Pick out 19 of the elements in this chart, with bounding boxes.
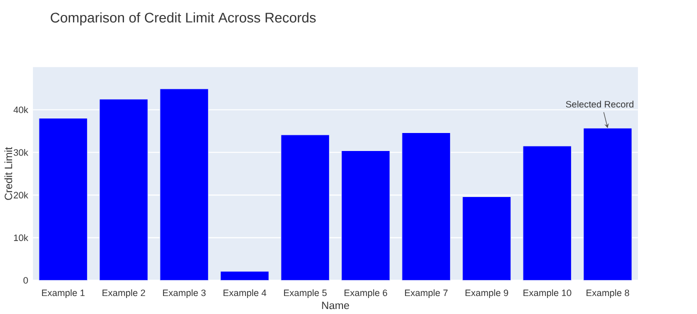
y-tick-label: 30k: [14, 149, 28, 156]
x-tick-label: Example 1: [42, 290, 85, 298]
x-axis-title: Name: [322, 302, 350, 310]
x-tick-label: Example 2: [102, 290, 146, 298]
y-tick-label: 20k: [14, 192, 28, 199]
x-tick-label: Example 8: [586, 290, 630, 298]
y-axis-title: Credit Limit: [4, 147, 12, 200]
x-tick-label: Example 3: [163, 290, 206, 298]
x-tick-label: Example 5: [284, 290, 327, 298]
x-tick-label: Example 9: [466, 290, 508, 298]
x-tick-label: Example 4: [224, 290, 266, 298]
chart-title: Comparison of Credit Limit Across Records: [50, 12, 316, 26]
y-tick-label: 0: [23, 277, 28, 284]
x-tick-label: Example 7: [405, 290, 448, 298]
annotation: Selected Record: [566, 100, 634, 108]
x-tick-label: Example 6: [344, 290, 388, 298]
y-tick-label: 10k: [14, 234, 28, 242]
y-tick-label: 40k: [14, 106, 28, 114]
x-tick-label: Example 10: [524, 290, 572, 298]
